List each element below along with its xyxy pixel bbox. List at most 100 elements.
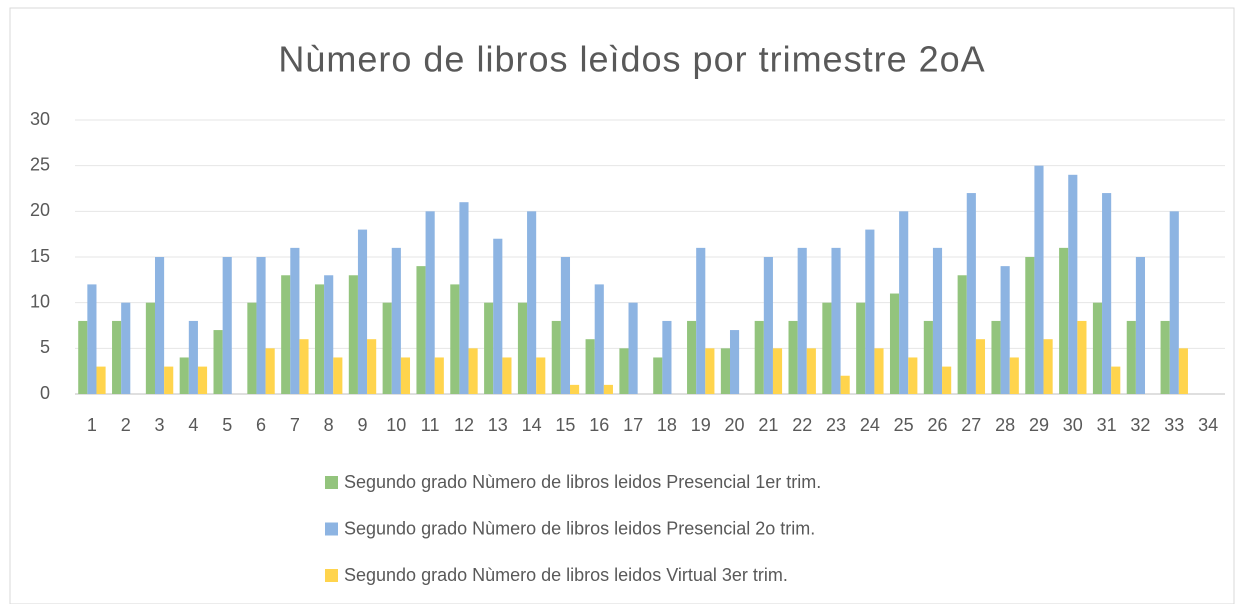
bar bbox=[763, 257, 773, 394]
bar bbox=[1126, 320, 1136, 394]
x-tick-label: 32 bbox=[1130, 415, 1150, 435]
bar bbox=[957, 275, 967, 394]
bar bbox=[991, 320, 1001, 394]
bar bbox=[899, 211, 909, 394]
bar bbox=[754, 320, 764, 394]
bar bbox=[653, 357, 663, 394]
legend-swatch bbox=[325, 522, 338, 536]
legend-swatch bbox=[325, 569, 338, 582]
bar bbox=[434, 357, 444, 394]
legend-label: Segundo grado Nùmero de libros leidos Pr… bbox=[344, 518, 815, 538]
x-tick-label: 18 bbox=[657, 415, 677, 435]
bar bbox=[247, 302, 257, 394]
x-tick-label: 7 bbox=[290, 415, 300, 435]
y-tick-label: 10 bbox=[30, 291, 50, 311]
bar bbox=[874, 348, 884, 394]
bar bbox=[840, 375, 850, 394]
bar bbox=[720, 348, 730, 394]
legend-label: Segundo grado Nùmero de libros leidos Pr… bbox=[344, 472, 821, 492]
bar bbox=[1160, 320, 1170, 394]
bar bbox=[831, 247, 841, 394]
bar bbox=[502, 357, 512, 394]
x-tick-label: 9 bbox=[357, 415, 367, 435]
x-tick-label: 22 bbox=[792, 415, 812, 435]
bar bbox=[1068, 174, 1078, 394]
bar bbox=[1135, 257, 1146, 394]
bar bbox=[1043, 339, 1053, 394]
bar bbox=[975, 339, 986, 394]
bar bbox=[484, 302, 494, 394]
bar bbox=[594, 284, 604, 394]
x-tick-label: 19 bbox=[691, 415, 711, 435]
x-tick-label: 4 bbox=[188, 415, 198, 435]
bar bbox=[112, 320, 122, 394]
bar bbox=[1178, 348, 1188, 394]
bar bbox=[164, 366, 174, 394]
chart-title: Nùmero de libros leìdos por trimestre 2o… bbox=[278, 39, 985, 80]
bar bbox=[527, 211, 537, 394]
x-tick-label: 29 bbox=[1029, 415, 1049, 435]
bar bbox=[797, 247, 807, 394]
bar bbox=[416, 266, 426, 394]
bar bbox=[788, 320, 798, 394]
bar bbox=[256, 257, 266, 394]
bar bbox=[619, 348, 629, 394]
bar bbox=[585, 339, 595, 394]
bar bbox=[493, 238, 503, 394]
bar bbox=[96, 366, 106, 394]
bar bbox=[121, 302, 131, 394]
bar bbox=[450, 284, 460, 394]
bar bbox=[1092, 302, 1103, 394]
x-tick-label: 31 bbox=[1097, 415, 1117, 435]
bar bbox=[908, 357, 918, 394]
bar bbox=[772, 348, 783, 394]
x-tick-label: 10 bbox=[386, 415, 406, 435]
bar bbox=[87, 284, 97, 394]
bar bbox=[1009, 357, 1019, 394]
bar bbox=[942, 366, 952, 394]
bar bbox=[281, 275, 291, 394]
bar bbox=[154, 257, 165, 394]
bar bbox=[1034, 165, 1044, 394]
bar bbox=[188, 320, 198, 394]
bar bbox=[865, 229, 875, 394]
x-tick-label: 34 bbox=[1198, 415, 1218, 435]
bar bbox=[468, 348, 478, 394]
x-tick-label: 24 bbox=[860, 415, 880, 435]
y-tick-label: 20 bbox=[30, 200, 50, 220]
bar bbox=[1169, 211, 1179, 394]
bar bbox=[889, 293, 900, 394]
x-tick-label: 2 bbox=[121, 415, 131, 435]
bar bbox=[517, 302, 528, 394]
x-tick-label: 21 bbox=[758, 415, 778, 435]
bar bbox=[324, 275, 334, 394]
bar bbox=[687, 320, 697, 394]
bar bbox=[696, 247, 706, 394]
bar bbox=[729, 330, 740, 394]
x-tick-label: 3 bbox=[155, 415, 165, 435]
x-tick-label: 1 bbox=[87, 415, 97, 435]
y-tick-label: 5 bbox=[40, 337, 50, 357]
x-tick-label: 12 bbox=[454, 415, 474, 435]
x-tick-label: 11 bbox=[421, 415, 440, 435]
bar bbox=[1000, 266, 1010, 394]
bar bbox=[348, 275, 358, 394]
bar bbox=[425, 211, 435, 394]
x-tick-label: 17 bbox=[623, 415, 643, 435]
x-tick-label: 26 bbox=[927, 415, 947, 435]
x-tick-label: 14 bbox=[522, 415, 542, 435]
x-tick-label: 30 bbox=[1063, 415, 1083, 435]
bar bbox=[1059, 247, 1069, 394]
bar bbox=[314, 284, 325, 394]
chart-frame bbox=[9, 7, 1235, 604]
bar bbox=[560, 257, 571, 394]
x-tick-label: 6 bbox=[256, 415, 266, 435]
bar bbox=[400, 357, 411, 394]
x-tick-label: 15 bbox=[555, 415, 575, 435]
bar bbox=[299, 339, 309, 394]
bar bbox=[459, 202, 469, 394]
legend-swatch bbox=[325, 476, 338, 489]
x-tick-label: 28 bbox=[995, 415, 1015, 435]
legend-label: Segundo grado Nùmero de libros leidos Vi… bbox=[344, 565, 788, 585]
x-tick-label: 8 bbox=[324, 415, 334, 435]
